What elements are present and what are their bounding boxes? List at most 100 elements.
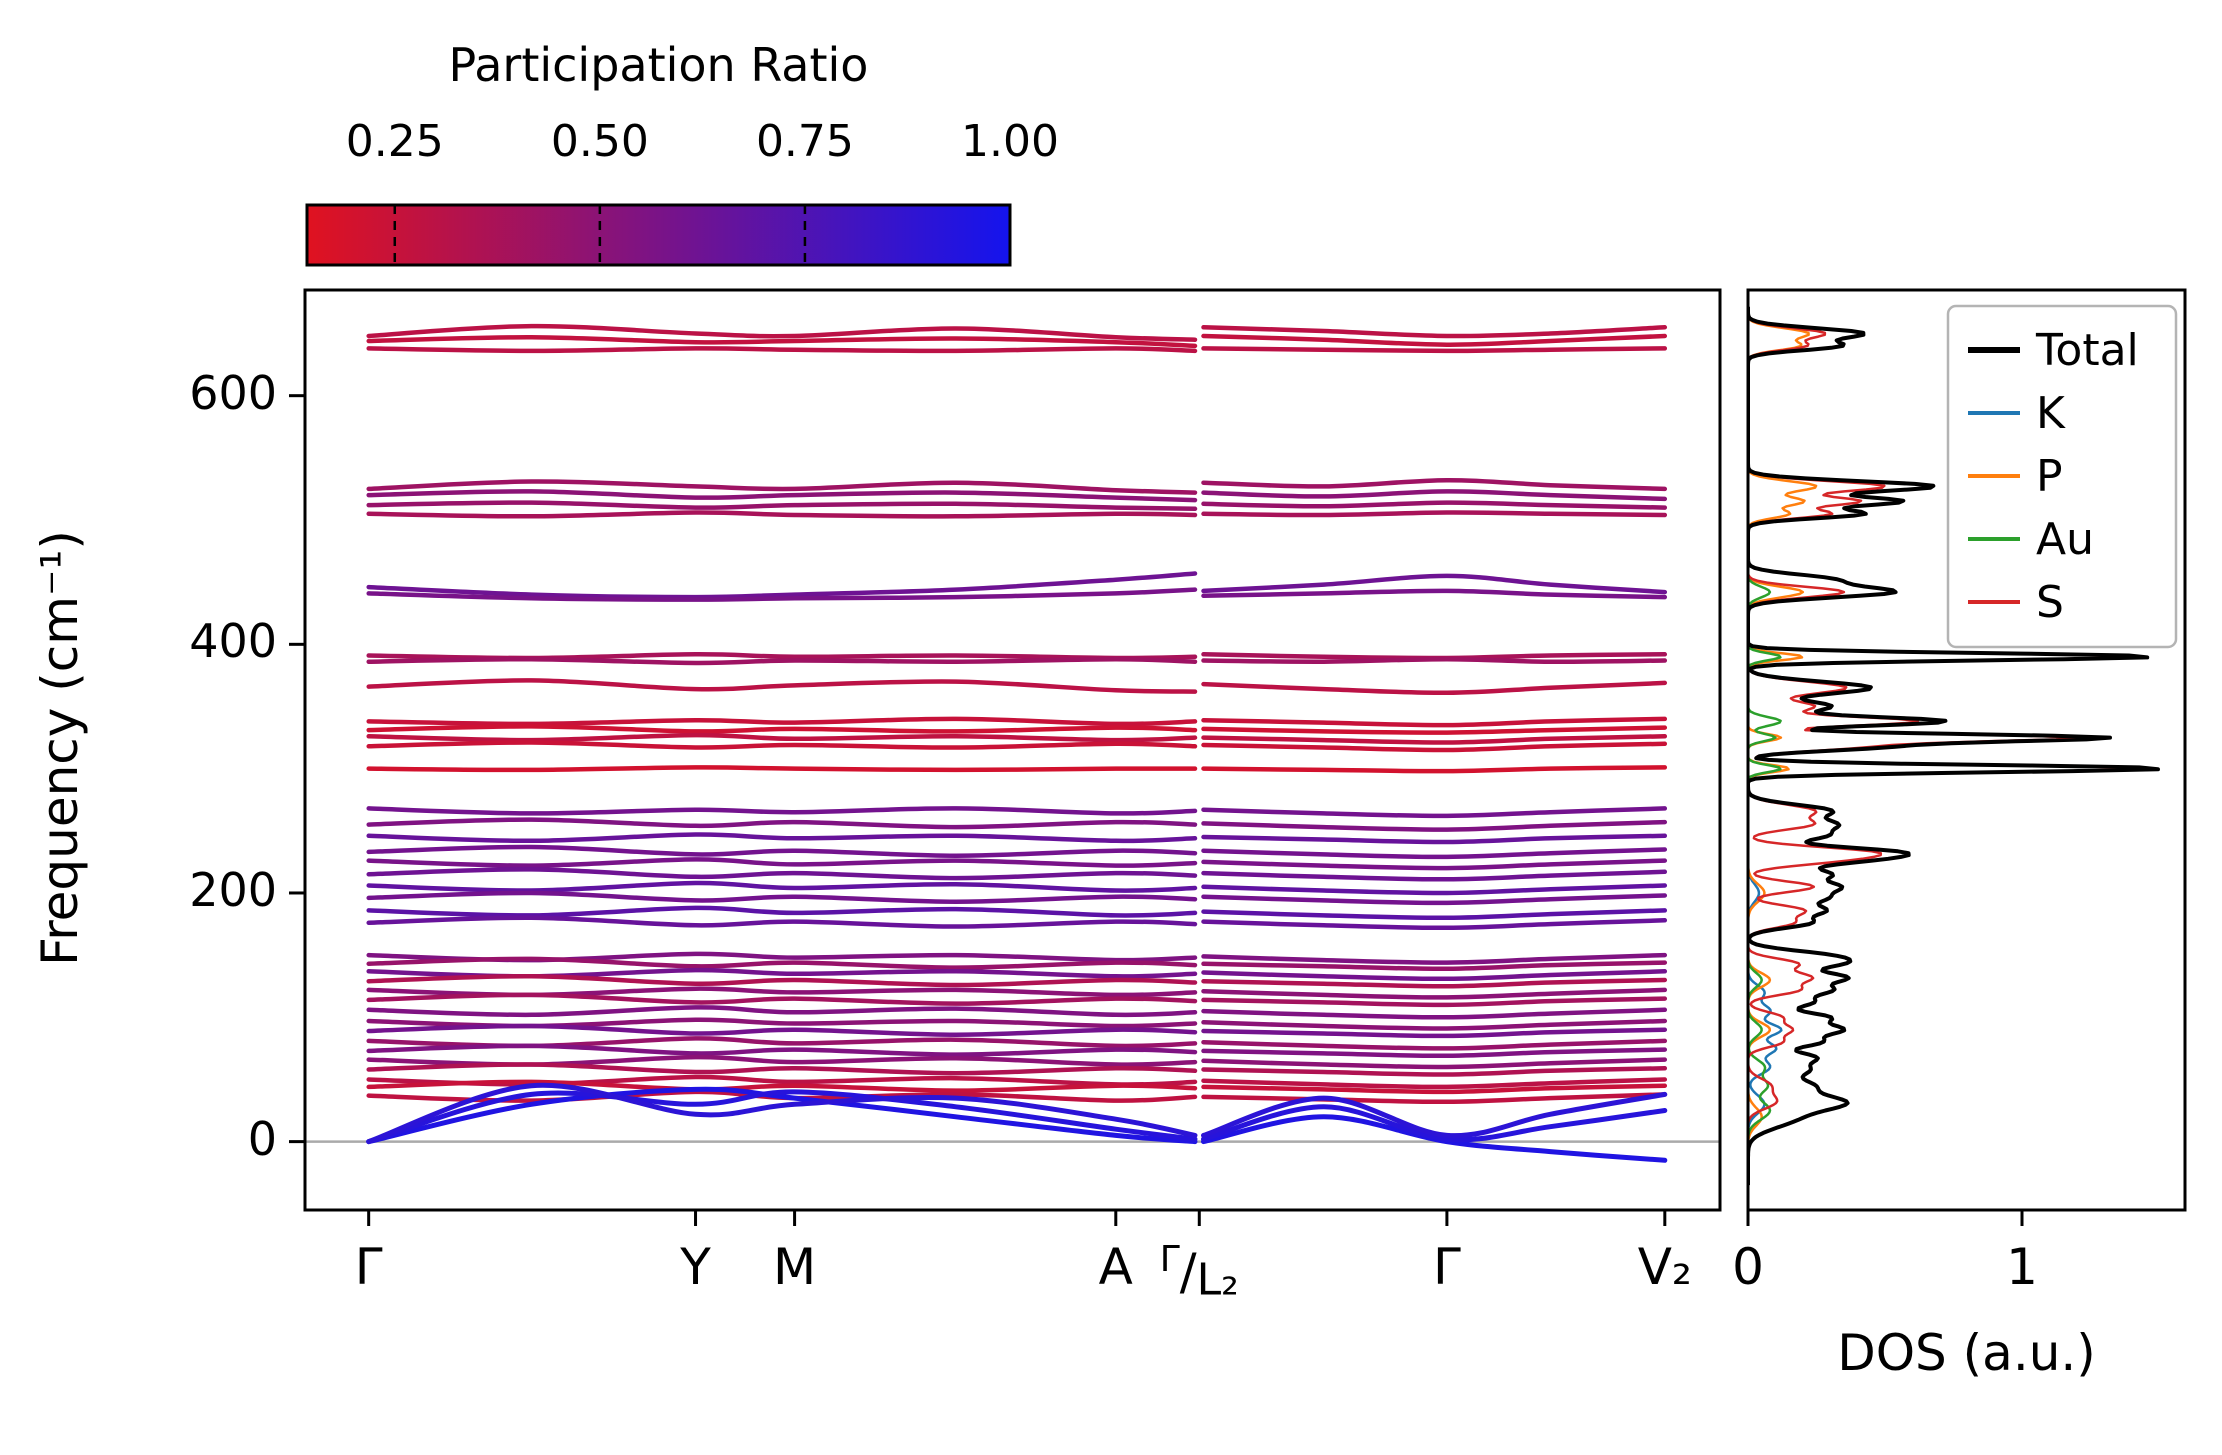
band-path — [1201, 1083, 1668, 1095]
frequency-axis-label: Frequency (cm⁻¹) — [31, 530, 89, 966]
band-path — [366, 1005, 1198, 1018]
band-path — [1201, 847, 1668, 860]
legend-label-total: Total — [2035, 325, 2139, 376]
band-path — [366, 905, 1198, 918]
kpoint-label: Γ — [1432, 1238, 1461, 1296]
kpoint-label: M — [773, 1238, 817, 1296]
band-path — [1201, 346, 1668, 354]
dos-axis-label: DOS (a.u.) — [1837, 1324, 2096, 1382]
frequency-tick-label: 200 — [189, 862, 277, 917]
band-path — [1201, 489, 1668, 502]
band-path — [366, 867, 1198, 881]
band-path — [1201, 734, 1668, 745]
band-path — [1201, 510, 1668, 518]
band-path — [1201, 987, 1668, 1000]
band-path — [366, 765, 1198, 773]
kpoint-label: Y — [680, 1238, 711, 1296]
band-path — [366, 334, 1198, 349]
band-path — [1201, 680, 1668, 696]
band-path — [1201, 1018, 1668, 1031]
band-path — [1201, 500, 1668, 510]
band-path — [1201, 893, 1668, 906]
band-path — [366, 1023, 1198, 1037]
band-path — [1201, 833, 1668, 845]
band-path — [366, 974, 1198, 988]
band-path — [366, 857, 1198, 868]
band-path — [1201, 858, 1668, 871]
colorbar-gradient — [307, 205, 1010, 265]
band-path — [1201, 918, 1668, 931]
band-path — [366, 915, 1198, 929]
band-path — [1201, 806, 1668, 819]
band-path — [1201, 1092, 1668, 1105]
dos-panel-border — [1746, 288, 2187, 1212]
band-path — [366, 479, 1198, 495]
band-path — [1201, 588, 1668, 600]
band-path — [366, 323, 1198, 342]
band-path — [366, 832, 1198, 844]
colorbar-tick-label: 0.75 — [755, 116, 854, 167]
band-path — [366, 1079, 1198, 1093]
kpoint-label: V₂ — [1637, 1238, 1692, 1296]
band-path — [1201, 716, 1668, 728]
band-path — [1201, 1091, 1668, 1139]
band-path — [1201, 952, 1668, 965]
band-path — [366, 890, 1198, 904]
band-path — [366, 1089, 1198, 1145]
band-path — [1201, 1027, 1668, 1039]
colorbar-border — [305, 203, 1012, 267]
band-path — [1201, 1007, 1668, 1020]
band-panel-border — [303, 288, 1722, 1212]
band-path — [1201, 996, 1668, 1008]
band-path — [1201, 1077, 1668, 1090]
band-path — [1201, 908, 1668, 921]
band-path — [1201, 1057, 1668, 1070]
band-path — [1201, 741, 1668, 753]
band-path — [1201, 1038, 1668, 1051]
band-path — [1201, 333, 1668, 347]
band-path — [366, 656, 1198, 666]
band-path — [366, 500, 1198, 512]
band-path — [1201, 1066, 1668, 1077]
band-path — [366, 716, 1198, 727]
band-path — [366, 1062, 1198, 1076]
dos-tick-label: 0 — [1732, 1238, 1764, 1296]
band-path — [366, 489, 1198, 503]
legend-label-s: S — [2036, 577, 2064, 628]
band-path — [366, 724, 1198, 734]
band-path — [366, 880, 1198, 893]
band-path — [1201, 477, 1668, 492]
legend-box — [1946, 304, 2178, 649]
band-path — [1201, 819, 1668, 832]
colorbar-title: Participation Ratio — [448, 38, 869, 92]
band-path — [366, 732, 1198, 743]
colorbar-tick-label: 0.25 — [345, 116, 444, 167]
band-path — [366, 806, 1198, 816]
frequency-tick-label: 0 — [247, 1111, 277, 1166]
kpoint-label: Γ/L₂ — [1159, 1239, 1239, 1306]
band-path — [366, 956, 1198, 970]
legend-label-au: Au — [2036, 514, 2094, 565]
band-path — [1201, 1047, 1668, 1059]
band-path — [1201, 869, 1668, 882]
band-path — [366, 1086, 1198, 1145]
kpoint-label: A — [1098, 1238, 1133, 1296]
band-path — [1201, 765, 1668, 774]
band-path — [366, 510, 1198, 519]
kpoint-label: Γ — [354, 1238, 383, 1296]
legend-label-p: P — [2036, 451, 2063, 502]
band-path — [366, 740, 1198, 750]
band-path — [1201, 325, 1668, 339]
dos-curve-total — [1748, 306, 2160, 1186]
band-path — [1201, 1104, 1668, 1143]
band-structure-curves — [366, 323, 1668, 1163]
frequency-tick-label: 600 — [189, 365, 277, 420]
dos-tick-label: 1 — [2006, 1238, 2038, 1296]
band-path — [366, 1043, 1198, 1057]
band-path — [1201, 969, 1668, 982]
band-path — [366, 346, 1198, 354]
band-path — [1201, 977, 1668, 989]
band-path — [366, 992, 1198, 1006]
